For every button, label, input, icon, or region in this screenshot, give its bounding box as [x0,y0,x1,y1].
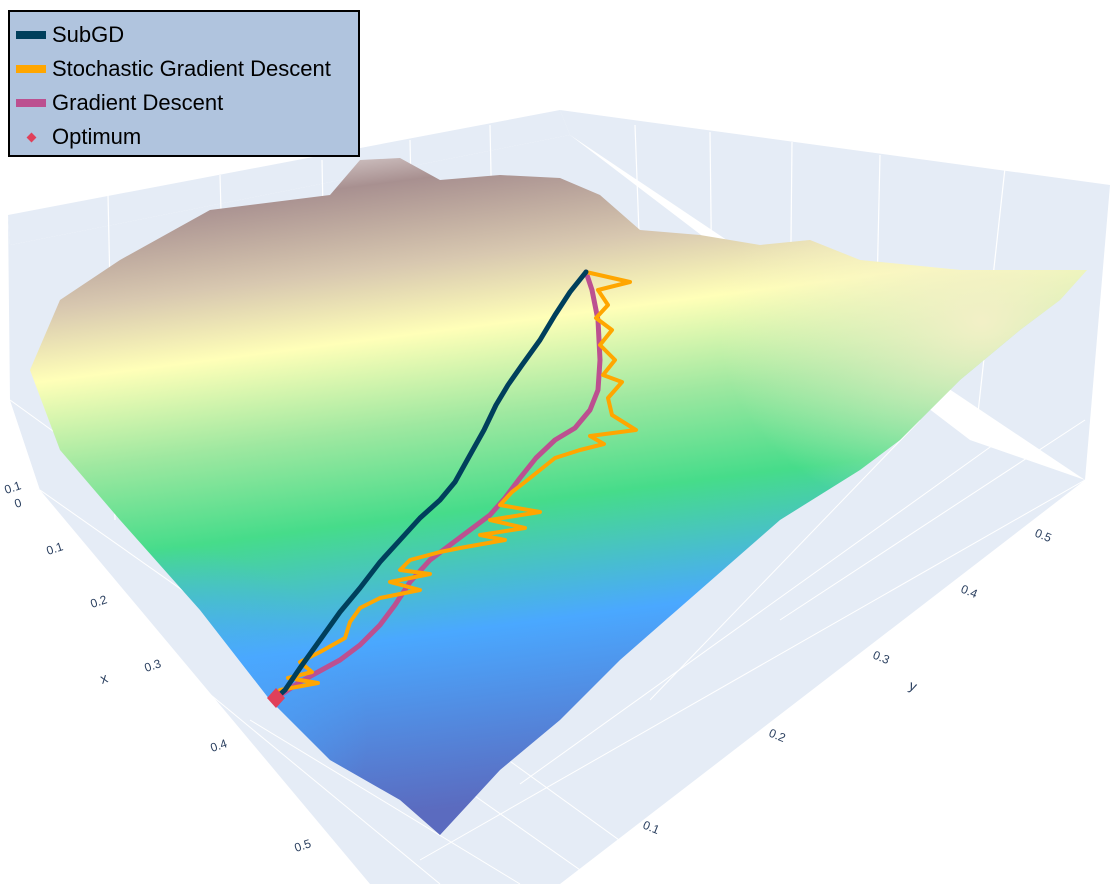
legend-label-sgd: Stochastic Gradient Descent [52,56,331,81]
y-tick-label-3: 0.4 [959,582,980,601]
y-axis-title: y [907,677,919,694]
legend-item-subgd[interactable]: SubGD [16,18,124,52]
x-tick-label-5: 0.5 [293,836,314,855]
legend-label-subgd: SubGD [52,22,125,47]
axis-ticks: 0.1 0 0.1 0.2 0.3 0.4 0.5 x 0.1 0.2 0.3 … [3,478,1054,855]
gridline-floor-7 [779,419,1086,621]
x-tick-label-2: 0.2 [89,592,110,611]
optimum-marker[interactable] [267,688,285,708]
loss-surface [30,158,1087,835]
y-tick-label-1: 0.2 [767,726,788,745]
x-axis-title: x [98,669,110,686]
surface-blue-valley [60,420,500,835]
legend-label-gd: Gradient Descent [52,90,224,115]
gridline-floor-4 [419,479,1086,861]
legend: SubGD Stochastic Gradient Descent Gradie… [8,10,360,157]
legend-swatch-gd [16,99,46,107]
gradient-descent-path[interactable] [273,269,603,701]
y-tick-label-0: 0.1 [641,818,662,837]
y-tick-label-2: 0.3 [871,648,892,667]
gridline-floor-5 [519,439,1001,785]
x-tick-label-3: 0.3 [143,656,164,675]
surface-right-highlight [560,178,1087,590]
legend-item-sgd[interactable]: Stochastic Gradient Descent [16,52,331,86]
gridline-floor-6 [649,419,921,701]
x-tick-label-4: 0.4 [209,736,230,755]
legend-swatch-subgd [16,31,46,39]
legend-label-optimum: Optimum [52,124,142,149]
sgd-path[interactable] [274,270,638,700]
back-left-wall [8,110,570,245]
gridline-floor-3 [119,619,441,884]
x-extra-tick-label: 0.1 [3,478,24,497]
legend-item-optimum[interactable]: Optimum [16,120,141,154]
legend-item-gd[interactable]: Gradient Descent [16,86,223,120]
x-tick-label-0: 0 [13,495,24,510]
y-tick-label-4: 0.5 [1033,526,1054,545]
x-tick-label-1: 0.1 [45,539,66,558]
descent-paths [273,269,638,701]
gridline-floor-2 [249,719,521,884]
subgd-path[interactable] [273,269,589,701]
legend-swatch-sgd [16,65,46,73]
legend-marker-optimum [16,131,46,143]
